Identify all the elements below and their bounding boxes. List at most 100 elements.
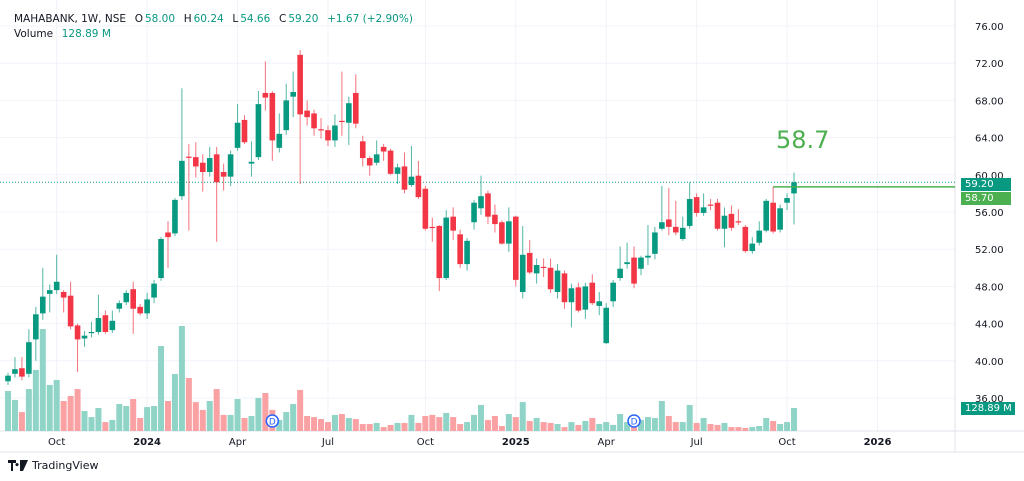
chart-legend: MAHABANK, 1W, NSE O 58.00 H 60.24 L 54.66 C… bbox=[14, 12, 415, 42]
candle-body bbox=[269, 92, 276, 141]
volume-bar bbox=[123, 406, 130, 431]
volume-bar bbox=[582, 421, 589, 431]
volume-bar bbox=[5, 391, 11, 431]
volume-bar bbox=[415, 422, 422, 431]
candle-body bbox=[582, 286, 589, 310]
volume-bar bbox=[728, 427, 735, 431]
dividend-marker-icon[interactable] bbox=[265, 414, 280, 428]
volume-bar bbox=[88, 417, 95, 431]
price-annotation[interactable]: 58.7 bbox=[776, 126, 830, 154]
volume-bar bbox=[686, 404, 693, 431]
volume-bar bbox=[366, 424, 373, 431]
candle-body bbox=[617, 268, 623, 279]
open-value: 58.00 bbox=[144, 13, 176, 25]
candle-body bbox=[137, 306, 143, 314]
candle-body bbox=[81, 335, 88, 339]
volume-bar bbox=[338, 414, 345, 431]
volume-bar bbox=[380, 427, 387, 431]
dividend-marker-icon[interactable] bbox=[627, 414, 641, 428]
candle-body bbox=[610, 282, 616, 302]
candle-body bbox=[19, 368, 25, 377]
candle-body bbox=[53, 281, 60, 291]
volume-bar bbox=[484, 419, 491, 431]
volume-bar bbox=[199, 409, 206, 431]
candle-body bbox=[283, 100, 290, 131]
volume-bar bbox=[25, 389, 32, 431]
volume-bar bbox=[714, 424, 721, 431]
candle-body bbox=[679, 227, 686, 239]
volume-bar bbox=[791, 407, 798, 431]
y-tick-label: 68.00 bbox=[975, 96, 1004, 107]
open-label: O bbox=[134, 13, 143, 25]
candle-body bbox=[123, 292, 130, 303]
volume-bar bbox=[589, 417, 596, 431]
volume-bar bbox=[763, 417, 770, 431]
y-tick-label: 72.00 bbox=[975, 59, 1004, 70]
x-tick-label: Oct bbox=[48, 437, 65, 448]
candle-body bbox=[784, 198, 790, 203]
volume-bar bbox=[74, 389, 81, 431]
volume-bar bbox=[603, 422, 610, 431]
volume-bar bbox=[220, 414, 227, 431]
candle-body bbox=[714, 202, 721, 229]
candle-body bbox=[380, 146, 387, 152]
candle-body bbox=[60, 291, 67, 298]
candle-body bbox=[206, 158, 213, 173]
volume-bar bbox=[644, 417, 651, 431]
candle-body bbox=[241, 119, 248, 143]
candle-body bbox=[415, 175, 422, 198]
x-tick-label: 2024 bbox=[133, 437, 161, 448]
candle-body bbox=[575, 287, 582, 311]
volume-bar bbox=[651, 417, 658, 431]
x-tick-label: Apr bbox=[598, 437, 616, 448]
volume-bar bbox=[387, 424, 394, 431]
candle-body bbox=[179, 160, 185, 197]
volume-bar bbox=[276, 419, 283, 431]
volume-bar bbox=[498, 426, 505, 431]
candle-body bbox=[234, 122, 241, 148]
y-tick-label: 76.00 bbox=[975, 22, 1004, 33]
candle-body bbox=[631, 257, 637, 284]
volume-bar bbox=[213, 389, 220, 431]
volume-bar bbox=[672, 422, 679, 431]
volume-bar bbox=[164, 401, 171, 431]
volume-bar bbox=[331, 414, 338, 431]
x-tick-label: Jul bbox=[321, 437, 334, 448]
candle-body bbox=[499, 222, 505, 244]
volume-bar bbox=[206, 401, 213, 431]
volume-bar bbox=[137, 417, 144, 431]
candle-body bbox=[74, 325, 81, 340]
candle-body bbox=[770, 202, 776, 232]
volume-bar bbox=[422, 416, 429, 431]
volume-bar bbox=[67, 396, 74, 431]
x-tick-label: 2025 bbox=[502, 437, 530, 448]
high-label: H bbox=[183, 13, 192, 25]
candle-body bbox=[151, 283, 157, 298]
volume-bar bbox=[512, 417, 519, 431]
x-tick-label: Jul bbox=[690, 437, 703, 448]
tradingview-logo[interactable]: TradingView bbox=[8, 459, 98, 472]
ohlc-legend: MAHABANK, 1W, NSE O 58.00 H 60.24 L 54.66 C… bbox=[14, 12, 415, 27]
volume-value: 128.89 M bbox=[61, 28, 111, 40]
high-value: 60.24 bbox=[193, 13, 224, 25]
candle-body bbox=[304, 110, 310, 118]
dividend-marker-label: D bbox=[269, 418, 276, 428]
close-label: C bbox=[278, 13, 287, 25]
candle-body bbox=[290, 92, 296, 97]
candle-body bbox=[540, 266, 547, 269]
volume-bar bbox=[81, 411, 88, 431]
volume-bar bbox=[373, 422, 380, 431]
candle-body bbox=[624, 262, 630, 265]
volume-bar bbox=[116, 404, 123, 431]
candle-body bbox=[561, 273, 568, 303]
volume-bar bbox=[443, 412, 450, 431]
volume-bar bbox=[109, 419, 116, 431]
symbol-label[interactable]: MAHABANK, 1W, NSE bbox=[14, 13, 127, 25]
candle-body bbox=[318, 129, 324, 131]
candle-body bbox=[700, 207, 707, 213]
volume-bar bbox=[617, 414, 624, 431]
candle-body bbox=[12, 369, 18, 374]
volume-bar bbox=[491, 416, 498, 431]
candle-body bbox=[596, 301, 603, 306]
